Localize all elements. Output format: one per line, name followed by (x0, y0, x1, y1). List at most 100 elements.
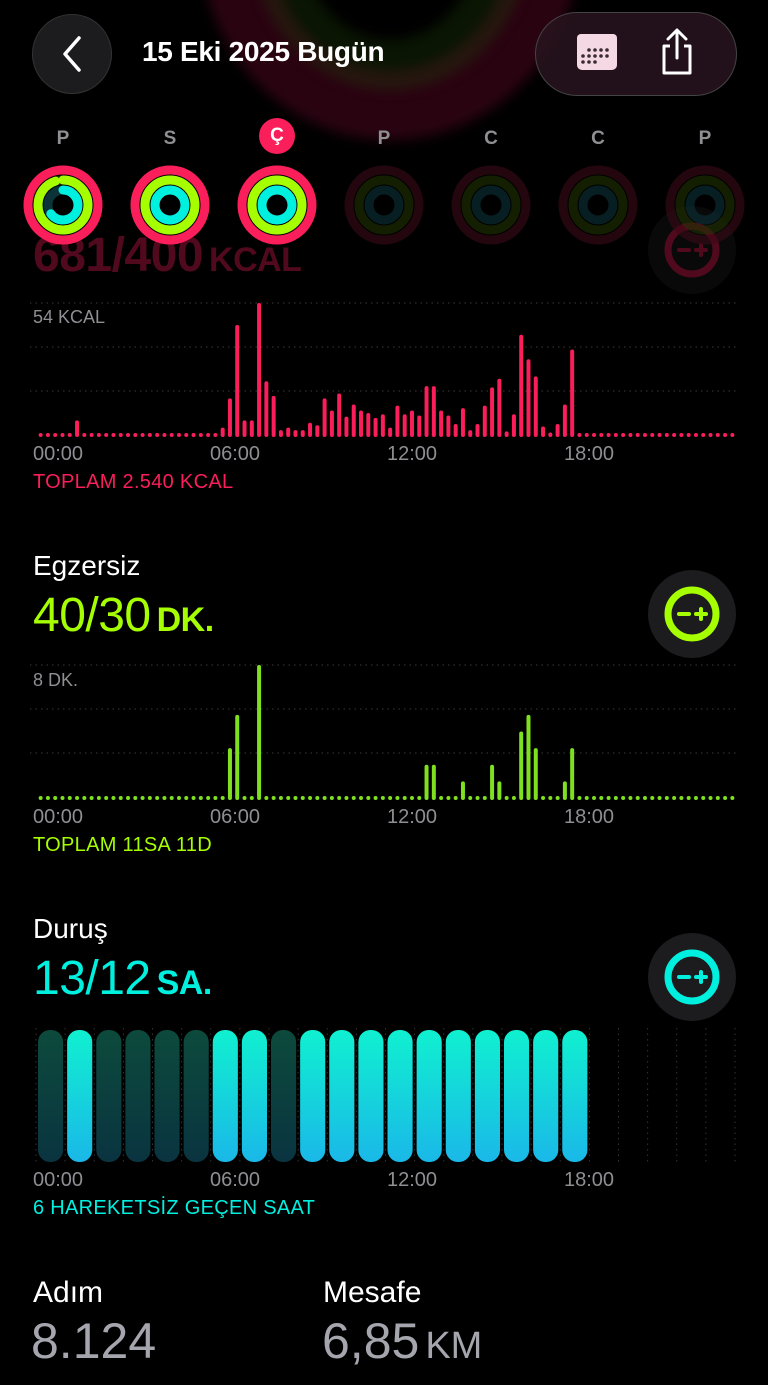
stand-hour-bar-missed (96, 1030, 122, 1162)
x-axis-label: 12:00 (387, 806, 438, 828)
chart-bar (300, 430, 305, 437)
calendar-button[interactable] (575, 32, 619, 77)
chart-bar-zero (242, 796, 247, 800)
chart-bar-zero (344, 796, 349, 800)
chart-bar-zero (664, 796, 669, 800)
chart-bar-zero (504, 796, 509, 800)
chart-bar (475, 424, 480, 437)
chart-bar-zero (60, 433, 65, 437)
chart-bar-zero (278, 796, 283, 800)
exercise-goal-button[interactable] (648, 570, 736, 658)
chart-bar (315, 425, 320, 437)
chart-bar (278, 430, 283, 437)
stand-goal-button[interactable] (648, 933, 736, 1021)
share-button[interactable] (657, 28, 697, 81)
day-label: C (591, 128, 605, 149)
chart-bar-zero (657, 433, 662, 437)
chart-bar-zero (147, 796, 152, 800)
stand-hour-bar (67, 1030, 93, 1162)
distance-value: 6,85 KM (322, 1312, 482, 1370)
chart-bar-zero (715, 433, 720, 437)
activity-ring-day[interactable] (21, 163, 105, 247)
chart-bar-zero (468, 796, 473, 800)
chart-bar-zero (511, 796, 516, 800)
chart-bar (344, 416, 349, 437)
chart-bar-zero (708, 433, 713, 437)
chart-bar-zero (169, 433, 174, 437)
chart-bar-zero (686, 433, 691, 437)
chart-bar (431, 764, 436, 800)
chart-bar-zero (628, 796, 633, 800)
chart-bar-zero (366, 796, 371, 800)
chart-bar-zero (184, 433, 189, 437)
chart-bar (329, 410, 334, 437)
goal-adjust-icon (664, 586, 720, 642)
day-label: C (484, 128, 498, 149)
chart-bar (380, 414, 385, 437)
chart-bar-zero (104, 796, 109, 800)
chart-bar-zero (475, 796, 480, 800)
chart-bar-zero (388, 796, 393, 800)
chart-bar-zero (322, 796, 327, 800)
x-axis-label: 18:00 (564, 806, 615, 828)
share-icon (662, 28, 692, 74)
chart-bar (388, 427, 393, 437)
day-label: Ç (259, 118, 295, 154)
chart-bar-zero (300, 796, 305, 800)
chart-bar-zero (67, 433, 72, 437)
day-label: S (163, 128, 177, 149)
chart-bar-zero (679, 796, 684, 800)
chart-bar-zero (191, 433, 196, 437)
chart-bar-zero (96, 433, 101, 437)
chart-bar-zero (548, 796, 553, 800)
chart-bar (468, 430, 473, 437)
chart-bar-zero (111, 433, 116, 437)
chart-bar-zero (155, 796, 160, 800)
chart-bar-zero (693, 796, 698, 800)
back-button[interactable] (32, 14, 112, 94)
chart-bar (402, 414, 407, 437)
chart-bar (395, 405, 400, 437)
chart-bar-zero (686, 796, 691, 800)
exercise-value: 40/30 DK. (33, 588, 214, 643)
chart-bar-zero (402, 796, 407, 800)
activity-ring-day[interactable] (235, 163, 319, 247)
activity-ring-day[interactable] (449, 163, 533, 247)
chart-bar (526, 359, 531, 437)
chart-bar-zero (701, 433, 706, 437)
exercise-unit: DK. (156, 601, 215, 639)
chart-bar (249, 420, 254, 437)
chart-bar-zero (140, 796, 145, 800)
chart-bar (519, 334, 524, 437)
chart-bar (417, 415, 422, 437)
stand-hour-bar-missed (154, 1030, 180, 1162)
chart-bar (490, 764, 495, 800)
chart-bar-zero (730, 796, 735, 800)
stand-hour-bar (358, 1030, 384, 1162)
x-axis-label: 06:00 (210, 443, 261, 465)
chart-bar-zero (162, 796, 167, 800)
chart-bar-zero (351, 796, 356, 800)
chart-bar-zero (213, 433, 218, 437)
activity-ring-day[interactable] (663, 163, 747, 247)
activity-ring-day[interactable] (556, 163, 640, 247)
chart-bar-zero (541, 796, 546, 800)
activity-ring-day[interactable] (128, 163, 212, 247)
chart-bar (570, 349, 575, 437)
goal-adjust-icon (664, 949, 720, 1005)
stand-hour-bar (241, 1030, 267, 1162)
chart-bar-zero (606, 796, 611, 800)
stand-hour-bar (329, 1030, 355, 1162)
chart-bar-zero (126, 433, 131, 437)
chart-bar-zero (249, 796, 254, 800)
chart-bar (351, 404, 356, 437)
day-label: P (377, 128, 391, 149)
activity-ring-day[interactable] (342, 163, 426, 247)
chart-bar-zero (453, 796, 458, 800)
chart-bar (75, 420, 80, 437)
stand-chart (35, 1028, 736, 1162)
chart-bar (519, 731, 524, 800)
chart-bar-zero (730, 433, 735, 437)
chart-bar-zero (715, 796, 720, 800)
steps-value: 8.124 (31, 1313, 157, 1369)
